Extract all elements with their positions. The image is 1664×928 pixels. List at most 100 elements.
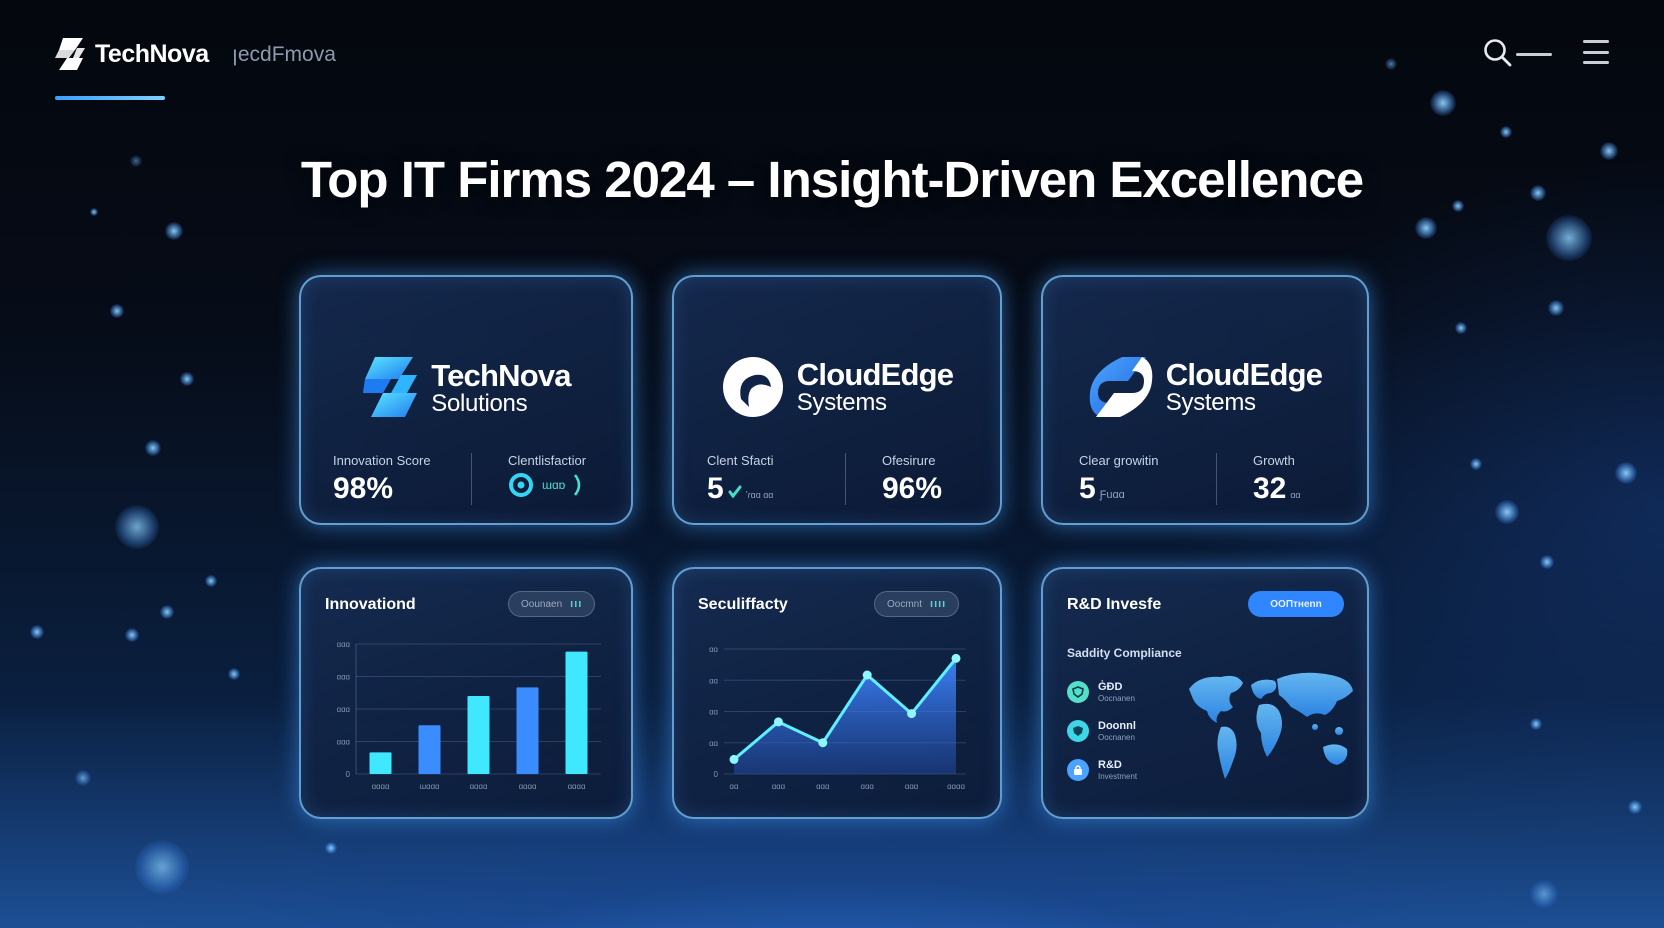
metric-extra: ʼɾɑɑ ɑɑ [745,490,774,500]
pill-label: ООПтнenn [1270,598,1322,610]
company-logo: CloudEdge Systems [674,355,1000,419]
company-card-cloudedge[interactable]: CloudEdge Systems Clent Sfacti 5 ʼɾɑɑ ɑɑ… [672,275,1002,525]
innovation-chart-panel: Innovationd Oounaen ııı 0 ɑɑɑ ɑɑɑ ɑɑɑ ɑɑɑ ɑɑɑ… [299,567,633,819]
metric-extra: Ƒuɑɑ [1099,489,1125,501]
metric-label: Growth [1253,453,1295,468]
metric-label: Ofesirure [882,453,936,468]
innovation-filter-pill[interactable]: Oounaen ııı [508,591,596,617]
company-name: CloudEdge [1165,357,1323,392]
metric-clear-growth: Clear growitin 5 Ƒuɑɑ [1079,453,1158,506]
company-subtitle: Systems [1165,389,1256,416]
company-name: CloudEdge [796,357,954,392]
active-nav-underline [55,96,165,100]
data-point [773,717,783,727]
metric-innovation-score: Innovation Score 98% [333,453,431,506]
check-icon [728,485,742,498]
legend-title: Doonnl [1098,720,1136,732]
metric-extra: ɯɑɒ [542,478,566,492]
metric-divider [845,453,846,505]
bar [565,651,588,774]
panel-subtitle: Saddity Compliance [1067,646,1182,660]
legend-sub: Oocnanen [1098,733,1135,742]
y-tick-label: ɑɑɑ [337,705,350,714]
legend-item: ĠĐD Oocnanen [1067,681,1135,703]
rd-investment-panel: R&D Invesfe ООПтнenn Saddity Compliance … [1041,567,1369,819]
x-tick-label: ɑɑɑ [772,782,785,791]
legend-item: Doonnl Oocnanen [1067,720,1136,742]
cloudedge-s-logo-icon [1089,357,1153,417]
search-button[interactable] [1483,38,1513,68]
data-point [729,754,739,764]
hamburger-menu-button[interactable] [1583,40,1609,64]
company-logo: CloudEdge Systems [1043,355,1367,419]
brand-name: TechNova [95,39,209,68]
y-tick-label: 0 [346,770,351,779]
metric-extra: ɑɑ [1290,490,1301,500]
panel-title: Innovationd [325,596,416,613]
security-chart-panel: Seculiffacty Oocmnt ıııı 0 ɑɑ ɑɑ ɑɑ ɑɑ ɑɑ ɑɑɑ ɑ… [672,567,1002,819]
status-ring-icon [509,473,533,497]
y-tick-label: ɑɑ [709,676,718,685]
company-card-technova[interactable]: TechNova Solutions Innovation Score 98% … [299,275,633,525]
pill-label: Oocmnt [887,598,923,610]
lock-icon [1067,759,1089,781]
metric-label: Clear growitin [1079,453,1159,468]
brand-subtitle: ꞁecdFmova [232,43,336,66]
x-tick-label: ɑɑɑɑ [519,782,537,791]
y-tick-label: ɑɑɑ [337,640,350,649]
shield-icon [1067,681,1089,703]
pill-label: Oounaen [521,598,563,610]
area-fill [734,658,956,774]
legend-item: R&D Investment [1067,759,1137,781]
metric-label: Clent Sfacti [707,453,774,468]
world-map-icon [1189,672,1353,779]
company-name: TechNova [431,358,571,393]
rd-action-button[interactable]: ООПтнenn [1248,591,1344,617]
company-logo: TechNova Solutions [301,355,631,421]
y-tick-label: 0 [714,770,719,779]
metric-value: 96% [882,472,943,505]
y-tick-label: ɑɑɑ [337,738,350,747]
x-tick-label: ɑɑɑ [905,782,918,791]
company-subtitle: Solutions [431,390,528,417]
security-filter-pill[interactable]: Oocmnt ıııı [874,591,960,617]
data-point [862,670,872,680]
brand[interactable]: TechNova [55,36,209,72]
metric-divider [1216,453,1217,505]
metric-divider [471,453,472,505]
panel-title: Seculiffacty [698,596,788,613]
metric-value: 32 [1253,472,1287,505]
bar [516,687,539,774]
metric-growth: Growth 32 ɑɑ [1253,453,1300,506]
data-point [907,709,917,719]
metric-client-satisfaction: Clent Sfacti 5 ʼɾɑɑ ɑɑ [707,453,773,506]
company-card-cloudedge-2[interactable]: CloudEdge Systems Clear growitin 5 Ƒuɑɑ … [1041,275,1369,525]
x-tick-label: ɑɑɑɑ [470,782,488,791]
x-tick-label: ɑɑ [730,782,739,791]
panel-title: R&D Invesfe [1067,596,1162,613]
hamburger-menu-icon [1583,40,1609,43]
metric-label: Innovation Score [333,453,431,468]
y-tick-label: ɑɑ [709,645,718,654]
cloudedge-logo-icon [722,357,783,417]
top-navbar: TechNova ꞁecdFmova [0,0,1664,110]
brand-logo-icon [55,38,85,70]
legend-sub: Investment [1098,772,1138,781]
search-field-line[interactable] [1516,53,1552,56]
metric-value: 5 [1079,472,1096,505]
legend-title: R&D [1098,759,1122,771]
y-tick-label: ɑɑ [709,708,718,717]
bars-icon: ııı [570,598,583,610]
metric-ofesirure: Ofesirure 96% [882,453,942,506]
x-tick-label: ɑɑɑɑ [372,782,390,791]
series-line [733,657,958,761]
bars-icon: ıııı [930,598,947,610]
bar [418,725,441,774]
legend-sub: Oocnanen [1098,694,1135,703]
metric-label: Clentlisfactior [508,453,587,468]
y-tick-label: ɑɑ [709,739,718,748]
data-point [818,738,828,748]
trend-arc-icon [574,474,581,496]
